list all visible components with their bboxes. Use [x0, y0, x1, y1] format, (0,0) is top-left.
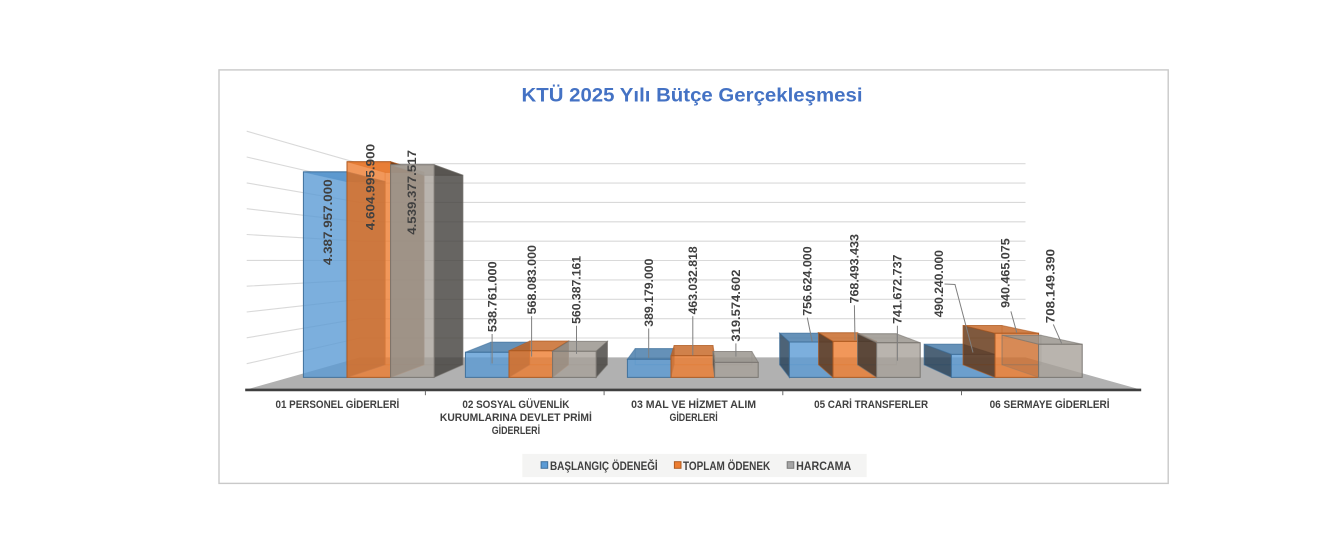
svg-text:01 PERSONEL GİDERLERİ: 01 PERSONEL GİDERLERİ — [276, 398, 400, 411]
svg-text:KURUMLARINA DEVLET PRİMİ: KURUMLARINA DEVLET PRİMİ — [440, 411, 592, 424]
svg-text:06 SERMAYE GİDERLERİ: 06 SERMAYE GİDERLERİ — [990, 398, 1110, 411]
svg-text:4.604.995.900: 4.604.995.900 — [365, 144, 378, 230]
svg-text:389.179.000: 389.179.000 — [643, 259, 656, 327]
svg-text:GİDERLERİ: GİDERLERİ — [669, 411, 717, 424]
svg-text:05 CARİ TRANSFERLER: 05 CARİ TRANSFERLER — [814, 398, 928, 411]
svg-text:HARCAMA: HARCAMA — [796, 461, 851, 473]
svg-text:490.240.000: 490.240.000 — [933, 250, 946, 317]
svg-text:756.624.000: 756.624.000 — [802, 246, 815, 316]
svg-text:319.574.602: 319.574.602 — [730, 270, 743, 342]
svg-text:741.672.737: 741.672.737 — [892, 255, 905, 324]
svg-text:560.387.161: 560.387.161 — [571, 255, 584, 324]
svg-text:BAŞLANGIÇ ÖDENEĞİ: BAŞLANGIÇ ÖDENEĞİ — [550, 460, 658, 473]
svg-text:03 MAL VE HİZMET ALIM: 03 MAL VE HİZMET ALIM — [631, 398, 756, 411]
svg-text:463.032.818: 463.032.818 — [687, 246, 700, 315]
svg-text:4.387.957.000: 4.387.957.000 — [322, 179, 335, 265]
svg-text:TOPLAM ÖDENEK: TOPLAM ÖDENEK — [683, 460, 771, 473]
svg-text:768.493.433: 768.493.433 — [849, 234, 862, 304]
svg-text:02 SOSYAL GÜVENLİK: 02 SOSYAL GÜVENLİK — [462, 398, 569, 411]
svg-text:538.761.000: 538.761.000 — [486, 261, 499, 332]
svg-text:940.465.075: 940.465.075 — [1000, 238, 1013, 308]
svg-text:708.149.390: 708.149.390 — [1045, 249, 1058, 323]
svg-text:KTÜ 2025 Yılı Bütçe Gerçekleşm: KTÜ 2025 Yılı Bütçe Gerçekleşmesi — [522, 84, 863, 107]
svg-text:GİDERLERİ: GİDERLERİ — [492, 424, 540, 437]
svg-text:568.083.000: 568.083.000 — [526, 245, 539, 314]
svg-text:4.539.377.517: 4.539.377.517 — [406, 150, 419, 235]
